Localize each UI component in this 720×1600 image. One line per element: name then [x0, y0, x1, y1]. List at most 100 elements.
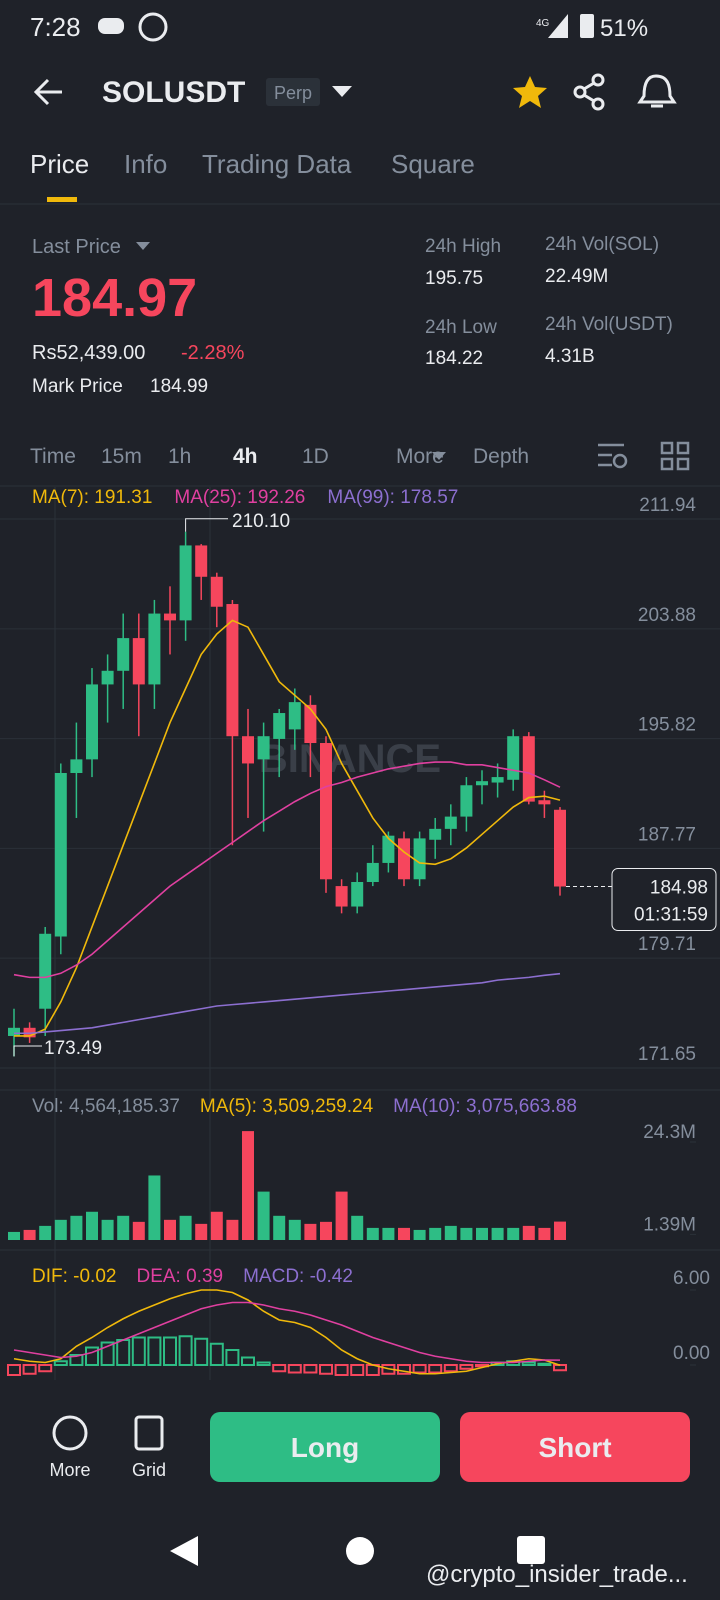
- app-icon: [138, 12, 168, 42]
- legend-entry: MA(5): 3,509,259.24: [200, 1096, 374, 1117]
- share[interactable]: [573, 73, 605, 111]
- tab[interactable]: Square: [391, 149, 475, 179]
- chart-settings[interactable]: [598, 443, 628, 469]
- volume-bar: [242, 1131, 254, 1240]
- annotation: 173.49: [44, 1038, 102, 1059]
- candle-body: [288, 702, 301, 730]
- volume-bar: [554, 1221, 566, 1240]
- interval[interactable]: 1h: [168, 445, 191, 468]
- volume-bar: [444, 1225, 457, 1240]
- symbol[interactable]: SOLUSDT: [102, 76, 245, 109]
- candle-body: [351, 882, 364, 907]
- stat-value: 184.22: [425, 348, 483, 369]
- grid-icon[interactable]: [134, 1415, 164, 1451]
- more[interactable]: More: [49, 1460, 90, 1480]
- candle-body: [117, 638, 130, 671]
- stat-label: 24h Low: [425, 317, 497, 338]
- y-tick-label: 211.94: [639, 495, 696, 516]
- layout[interactable]: [660, 441, 690, 471]
- candle-body: [195, 545, 208, 577]
- short[interactable]: Short: [538, 1432, 611, 1463]
- y-tick-label: 179.71: [638, 934, 696, 955]
- grid[interactable]: Grid: [132, 1460, 166, 1480]
- candle-body: [382, 835, 395, 863]
- dropdown[interactable]: [136, 242, 150, 250]
- alert[interactable]: [637, 74, 677, 108]
- favorite[interactable]: [513, 76, 547, 108]
- macd-bar: [521, 1361, 536, 1366]
- volume-bar: [210, 1211, 223, 1240]
- macd-bar: [287, 1364, 302, 1374]
- volume-bar: [460, 1227, 473, 1240]
- volume-bar: [226, 1219, 239, 1240]
- dropdown[interactable]: [332, 86, 352, 97]
- tabs: Price Info Trading Data Square: [30, 149, 475, 179]
- legend-entry: Vol: 4,564,185.37: [32, 1096, 180, 1117]
- candle-body: [210, 576, 223, 607]
- macd-bar: [459, 1364, 474, 1370]
- dea-line: [13, 1301, 561, 1364]
- intervals: Time 15m 1h 4h 1D More Depth: [30, 445, 529, 468]
- interval[interactable]: More: [396, 445, 444, 468]
- volume-bar: [86, 1211, 98, 1240]
- candle-body: [54, 772, 67, 937]
- macd-bar: [69, 1354, 84, 1366]
- tab[interactable]: Price: [30, 149, 89, 179]
- interval[interactable]: 1D: [302, 445, 329, 468]
- macd-bar: [241, 1356, 255, 1366]
- volume-bar: [429, 1227, 442, 1240]
- dropdown[interactable]: [432, 452, 446, 460]
- back-button[interactable]: [33, 78, 62, 106]
- volume-bar: [288, 1219, 301, 1240]
- macd-bar: [319, 1364, 333, 1375]
- nav-home[interactable]: [346, 1537, 374, 1565]
- game-icon: [98, 18, 124, 34]
- y-tick-label: 203.88: [638, 605, 696, 626]
- nav-recent[interactable]: [517, 1536, 545, 1564]
- candle-body: [366, 862, 379, 883]
- watermark: @crypto_insider_trade...: [426, 1561, 688, 1588]
- more-icon[interactable]: [52, 1415, 88, 1451]
- local-price: Rs52,439.00: [32, 342, 145, 364]
- tab[interactable]: Trading Data: [202, 149, 352, 179]
- candle-body: [132, 638, 145, 685]
- long-button[interactable]: [210, 1412, 440, 1482]
- legend-entry: MA(25): 192.26: [174, 487, 305, 508]
- price-tag: [611, 867, 717, 931]
- legend-entry: MA(10): 3,075,663.88: [393, 1096, 577, 1117]
- short-button[interactable]: [460, 1412, 690, 1482]
- y-tick-label: 195.82: [638, 715, 696, 736]
- ma-line: [14, 972, 561, 1035]
- interval[interactable]: Time: [30, 445, 76, 468]
- volume-bar: [491, 1227, 504, 1240]
- long[interactable]: Long: [291, 1432, 359, 1463]
- legend-entry: MA(99): 178.57: [327, 487, 458, 508]
- candle-body: [39, 933, 52, 1009]
- volume-bar: [23, 1229, 36, 1240]
- macd-bar: [7, 1364, 21, 1376]
- legend-entry: DEA: 0.39: [136, 1266, 223, 1287]
- interval[interactable]: 15m: [101, 445, 142, 468]
- legend-entry: MA(7): 191.31: [32, 487, 152, 508]
- y-tick-label: 171.65: [638, 1044, 696, 1065]
- candle-body: [522, 736, 535, 802]
- nav-back[interactable]: [170, 1536, 198, 1566]
- candle-body: [257, 736, 270, 760]
- volume-bar: [320, 1221, 332, 1240]
- interval[interactable]: Depth: [473, 445, 529, 468]
- mark-price-label: Mark Price: [32, 376, 123, 397]
- tab[interactable]: Info: [124, 149, 167, 179]
- macd-bar: [38, 1364, 53, 1373]
- stat-label: 24h High: [425, 236, 501, 257]
- volume-bar: [522, 1225, 535, 1240]
- candle-body: [164, 613, 176, 621]
- y-tick-label: 24.3M: [643, 1122, 696, 1143]
- macd-bar: [225, 1349, 240, 1366]
- volume-bar: [304, 1223, 317, 1240]
- macd-bar: [22, 1364, 37, 1375]
- interval[interactable]: 4h: [233, 445, 258, 468]
- volume-bar: [257, 1191, 270, 1240]
